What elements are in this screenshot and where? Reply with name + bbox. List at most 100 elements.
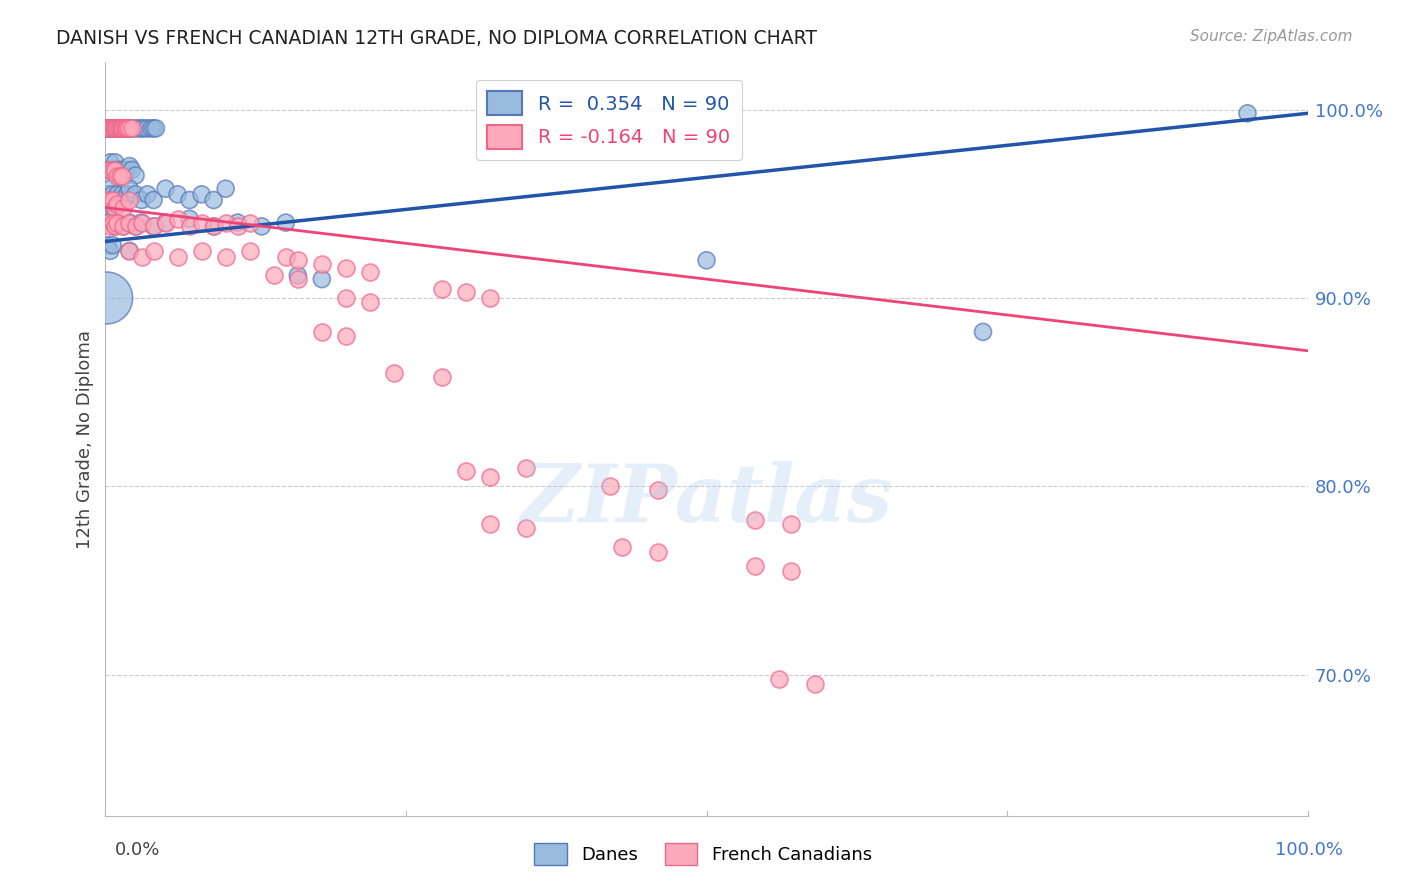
Point — [359, 264, 381, 278]
Point — [107, 121, 129, 136]
Point — [239, 216, 262, 230]
Point — [190, 187, 212, 202]
Point — [118, 193, 141, 207]
Point — [202, 219, 225, 234]
Point — [108, 169, 131, 183]
Point — [132, 121, 155, 136]
Point — [111, 169, 134, 183]
Point — [131, 121, 153, 136]
Point — [111, 121, 134, 136]
Point — [101, 211, 124, 226]
Point — [104, 121, 127, 136]
Point — [118, 216, 141, 230]
Point — [155, 182, 177, 196]
Point — [115, 121, 138, 136]
Point — [179, 219, 201, 234]
Point — [103, 121, 125, 136]
Point — [155, 216, 177, 230]
Point — [96, 121, 118, 136]
Point — [239, 244, 262, 258]
Point — [104, 219, 127, 234]
Point — [108, 193, 131, 207]
Point — [107, 121, 129, 136]
Point — [101, 162, 124, 177]
Point — [107, 121, 129, 136]
Point — [114, 193, 136, 207]
Point — [779, 564, 801, 578]
Point — [112, 121, 135, 136]
Point — [115, 121, 138, 136]
Point — [190, 216, 212, 230]
Point — [111, 162, 134, 177]
Point — [114, 169, 136, 183]
Point — [166, 211, 188, 226]
Point — [101, 187, 124, 202]
Point — [107, 121, 129, 136]
Point — [136, 187, 159, 202]
Point — [479, 470, 502, 484]
Point — [179, 211, 201, 226]
Point — [101, 193, 124, 207]
Point — [105, 121, 128, 136]
Point — [124, 169, 146, 183]
Point — [108, 169, 131, 183]
Point — [97, 216, 120, 230]
Point — [131, 250, 153, 264]
Point — [107, 169, 129, 183]
Point — [612, 540, 634, 554]
Point — [202, 193, 225, 207]
Point — [104, 155, 127, 169]
Point — [696, 253, 718, 268]
Point — [515, 521, 537, 535]
Point — [107, 187, 129, 202]
Point — [124, 187, 146, 202]
Point — [103, 121, 125, 136]
Point — [112, 219, 135, 234]
Point — [98, 121, 121, 136]
Point — [190, 244, 212, 258]
Point — [456, 285, 478, 300]
Point — [108, 121, 131, 136]
Y-axis label: 12th Grade, No Diploma: 12th Grade, No Diploma — [76, 330, 94, 549]
Point — [142, 193, 165, 207]
Point — [121, 121, 143, 136]
Point — [430, 370, 453, 384]
Point — [166, 187, 188, 202]
Point — [136, 121, 159, 136]
Point — [274, 250, 297, 264]
Point — [97, 121, 120, 136]
Point — [115, 121, 138, 136]
Point — [111, 187, 134, 202]
Point — [768, 672, 790, 686]
Point — [115, 162, 138, 177]
Point — [121, 162, 143, 177]
Point — [111, 121, 134, 136]
Point — [107, 216, 129, 230]
Point — [97, 187, 120, 202]
Point — [101, 162, 124, 177]
Point — [456, 464, 478, 478]
Point — [98, 193, 121, 207]
Point — [118, 244, 141, 258]
Legend: R =  0.354   N = 90, R = -0.164   N = 90: R = 0.354 N = 90, R = -0.164 N = 90 — [475, 79, 742, 161]
Point — [112, 219, 135, 234]
Point — [335, 291, 357, 305]
Point — [107, 162, 129, 177]
Point — [335, 260, 357, 275]
Point — [98, 219, 121, 234]
Point — [98, 162, 121, 177]
Text: ZIPatlas: ZIPatlas — [520, 461, 893, 539]
Point — [226, 219, 249, 234]
Point — [97, 238, 120, 252]
Point — [98, 182, 121, 196]
Point — [166, 250, 188, 264]
Point — [98, 121, 121, 136]
Point — [115, 187, 138, 202]
Point — [98, 121, 121, 136]
Legend: Danes, French Canadians: Danes, French Canadians — [527, 836, 879, 872]
Point — [101, 216, 124, 230]
Point — [98, 121, 121, 136]
Point — [118, 244, 141, 258]
Point — [647, 483, 669, 498]
Point — [97, 193, 120, 207]
